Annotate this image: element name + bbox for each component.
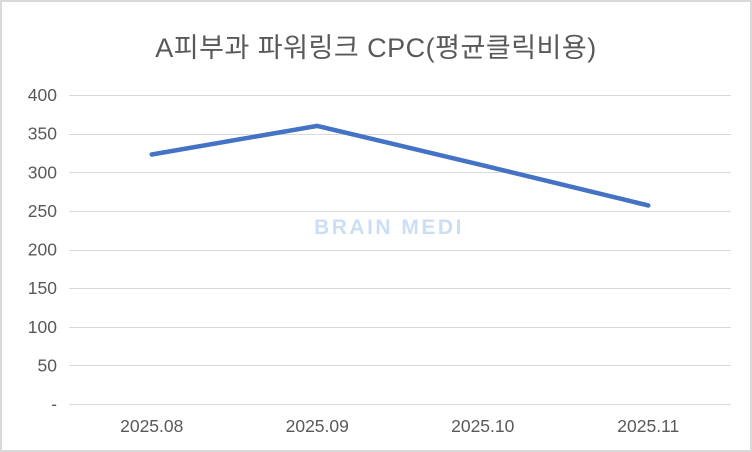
x-axis-tick-label: 2025.10 xyxy=(451,416,515,436)
y-axis-tick-label: 250 xyxy=(28,201,57,221)
y-axis-tick-label: - xyxy=(51,394,57,414)
x-axis-tick-label: 2025.08 xyxy=(120,416,183,436)
series-line-cpc xyxy=(149,123,651,208)
chart-title: A피부과 파워링크 CPC(평균클릭비용) xyxy=(155,33,597,63)
x-axis-tick-label: 2025.11 xyxy=(617,416,679,436)
y-axis-tick-label: 100 xyxy=(28,317,57,337)
y-axis-tick-label: 400 xyxy=(28,85,57,105)
x-axis-tick-label: 2025.09 xyxy=(286,416,349,436)
y-axis-tick-label: 300 xyxy=(28,162,57,182)
y-axis-tick-label: 50 xyxy=(38,355,58,375)
y-axis-tick-label: 350 xyxy=(28,124,57,144)
y-axis-tick-label: 150 xyxy=(28,278,57,298)
y-axis-tick-label: 200 xyxy=(28,240,57,260)
